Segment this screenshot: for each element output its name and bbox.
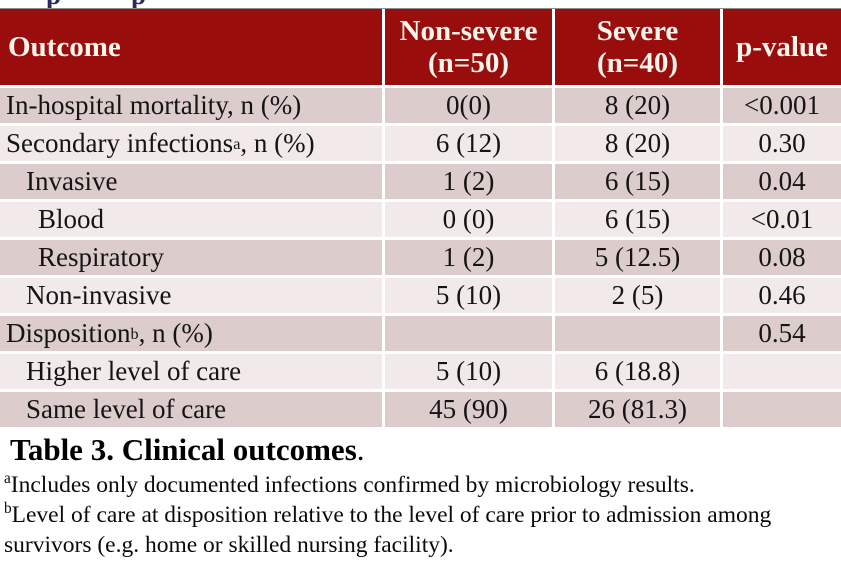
header-label: Non-severe xyxy=(399,14,538,47)
severe-value xyxy=(552,316,720,351)
footnote-b: bLevel of care at disposition relative t… xyxy=(4,500,810,560)
caption-period: . xyxy=(356,432,365,467)
nonsevere-value: 0(0) xyxy=(382,88,552,123)
table-row: Invasive 1 (2) 6 (15) 0.04 xyxy=(0,161,841,199)
header-cell-severe: Severe (n=40) xyxy=(552,9,720,85)
nonsevere-value: 5 (10) xyxy=(382,278,552,313)
outcome-label: Invasive xyxy=(26,166,118,196)
pvalue: 0.46 xyxy=(720,278,841,313)
outcome-label: Secondary infections xyxy=(6,128,234,158)
footnote-a: aIncludes only documented infections con… xyxy=(4,470,810,500)
nonsevere-value: 1 (2) xyxy=(382,240,552,275)
header-cell-nonsevere: Non-severe (n=50) xyxy=(382,9,552,85)
severe-value: 5 (12.5) xyxy=(552,240,720,275)
table-row: In-hospital mortality, n (%) 0(0) 8 (20)… xyxy=(0,85,841,123)
pvalue: 0.30 xyxy=(720,126,841,161)
table-caption: Table 3. Clinical outcomes. xyxy=(10,433,841,467)
outcome-label: Disposition xyxy=(6,318,131,348)
pvalue: 0.04 xyxy=(720,164,841,199)
pvalue: 0.54 xyxy=(720,316,841,351)
clipped-char: p xyxy=(46,0,61,8)
severe-value: 2 (5) xyxy=(552,278,720,313)
outcome-cell: In-hospital mortality, n (%) xyxy=(0,88,382,123)
table-row: Disposition b, n (%) 0.54 xyxy=(0,313,841,351)
clipped-char: p xyxy=(131,0,146,8)
table-row: Same level of care 45 (90) 26 (81.3) xyxy=(0,389,841,427)
footnotes: aIncludes only documented infections con… xyxy=(4,470,810,560)
nonsevere-value: 0 (0) xyxy=(382,202,552,237)
outcome-label-suffix: , n (%) xyxy=(138,318,213,348)
severe-value: 6 (15) xyxy=(552,164,720,199)
table-row: Respiratory 1 (2) 5 (12.5) 0.08 xyxy=(0,237,841,275)
table-row: Non-invasive 5 (10) 2 (5) 0.46 xyxy=(0,275,841,313)
footnote-text: Includes only documented infections conf… xyxy=(10,472,695,498)
outcome-cell: Invasive xyxy=(0,164,382,199)
pvalue: <0.01 xyxy=(720,202,841,237)
header-label: Severe xyxy=(596,14,679,47)
table-row: Higher level of care 5 (10) 6 (18.8) xyxy=(0,351,841,389)
outcome-label: In-hospital mortality, n (%) xyxy=(6,90,302,120)
severe-value: 6 (18.8) xyxy=(552,354,720,389)
pvalue: <0.001 xyxy=(720,88,841,123)
footnote-marker: a xyxy=(4,470,11,488)
outcome-label: Same level of care xyxy=(26,394,227,424)
header-label: p-value xyxy=(736,30,828,63)
table-row: Secondary infections a, n (%) 6 (12) 8 (2… xyxy=(0,123,841,161)
pvalue xyxy=(720,354,841,389)
header-sublabel: (n=50) xyxy=(428,47,509,79)
header-sublabel: (n=40) xyxy=(597,47,678,79)
outcome-label: Respiratory xyxy=(38,242,164,272)
nonsevere-value xyxy=(382,316,552,351)
header-cell-pvalue: p-value xyxy=(720,9,841,85)
outcome-label: Non-invasive xyxy=(26,280,172,310)
outcome-label: Blood xyxy=(38,204,105,234)
nonsevere-value: 6 (12) xyxy=(382,126,552,161)
clipped-text-fragment: p p xyxy=(0,0,841,8)
outcome-cell: Higher level of care xyxy=(0,354,382,389)
pvalue: 0.08 xyxy=(720,240,841,275)
outcome-cell: Secondary infections a, n (%) xyxy=(6,128,315,158)
outcome-label: Higher level of care xyxy=(26,356,242,386)
severe-value: 6 (15) xyxy=(552,202,720,237)
outcome-cell: Blood xyxy=(0,202,382,237)
header-label: Outcome xyxy=(8,30,121,63)
outcome-cell: Non-invasive xyxy=(0,278,382,313)
table-header-row: Outcome Non-severe (n=50) Severe (n=40) … xyxy=(0,8,841,85)
nonsevere-value: 1 (2) xyxy=(382,164,552,199)
severe-value: 26 (81.3) xyxy=(552,392,720,427)
header-cell-outcome: Outcome xyxy=(0,9,382,85)
severe-value: 8 (20) xyxy=(552,88,720,123)
outcome-cell: Same level of care xyxy=(0,392,382,427)
severe-value: 8 (20) xyxy=(552,126,720,161)
footnote-marker: b xyxy=(4,500,12,518)
caption-title: Table 3. Clinical outcomes xyxy=(10,432,357,467)
outcome-label-suffix: , n (%) xyxy=(240,128,315,158)
pvalue xyxy=(720,392,841,427)
footnote-text: Level of care at disposition relative to… xyxy=(4,502,772,558)
clinical-outcomes-table: Outcome Non-severe (n=50) Severe (n=40) … xyxy=(0,8,841,427)
nonsevere-value: 45 (90) xyxy=(382,392,552,427)
outcome-cell: Respiratory xyxy=(0,240,382,275)
table-row: Blood 0 (0) 6 (15) <0.01 xyxy=(0,199,841,237)
outcome-cell: Disposition b, n (%) xyxy=(6,318,213,348)
nonsevere-value: 5 (10) xyxy=(382,354,552,389)
